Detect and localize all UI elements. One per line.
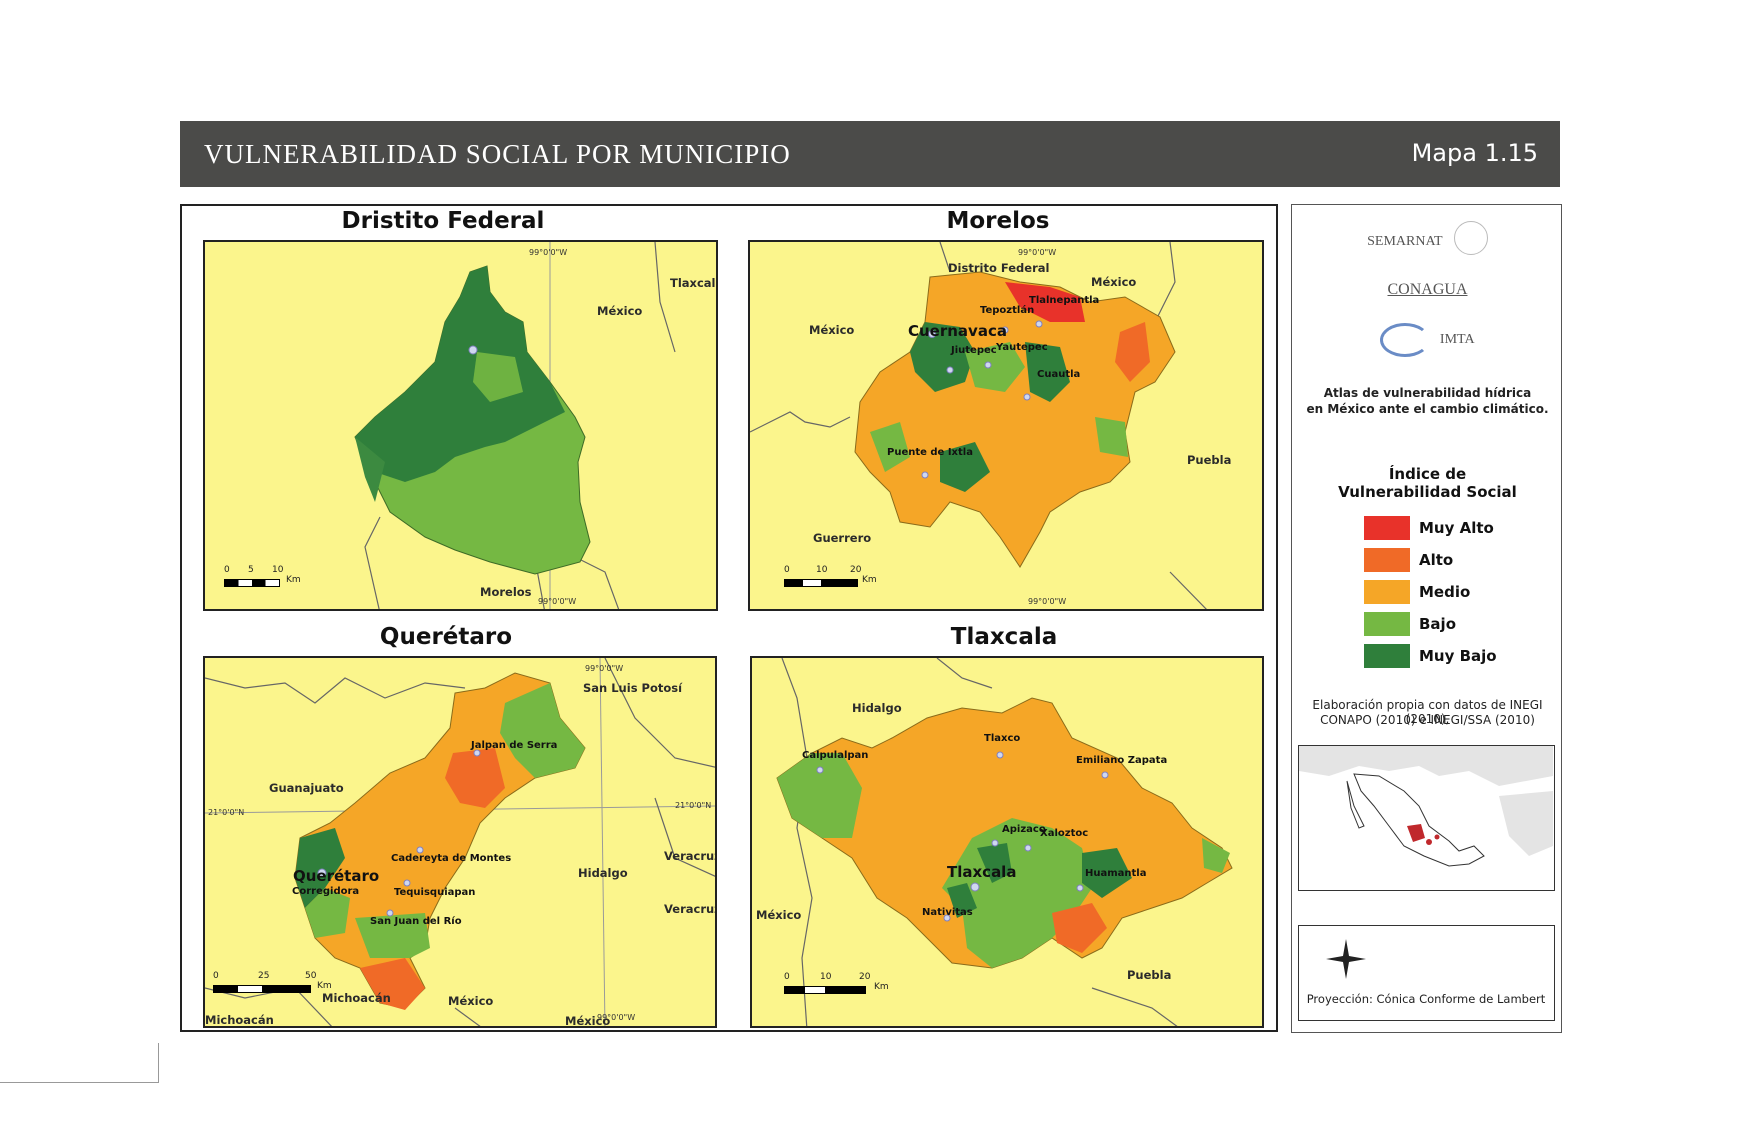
panel-title-queretaro: Querétaro <box>379 624 513 650</box>
label-slp: San Luis Potosí <box>583 681 683 695</box>
label-mexico-ne: México <box>1091 275 1137 289</box>
label-tlaxcala: Tlaxcala <box>670 276 718 290</box>
label-michoacan-2: Michoacán <box>205 1013 274 1027</box>
label-mexico-2: México <box>565 1014 611 1028</box>
source-line2: CONAPO (2010) e INEGI/SSA (2010) <box>1320 713 1535 727</box>
panel-title-morelos: Morelos <box>946 208 1050 234</box>
panel-title-df: Dristito Federal <box>341 208 545 234</box>
city-nativitas: Nativitas <box>922 907 973 918</box>
queretaro-map-shape <box>205 658 715 1026</box>
city-san-juan-del-rio: San Juan del Río <box>370 916 462 927</box>
seal-icon <box>1453 221 1488 255</box>
coord-bottom: 99°0'0"W <box>1028 597 1067 606</box>
legend-swatch <box>1364 580 1410 604</box>
label-mexico: México <box>756 908 802 922</box>
city-queretaro: Querétaro <box>293 867 380 885</box>
legend-label: Muy Bajo <box>1419 647 1497 665</box>
legend-swatch <box>1364 612 1410 636</box>
coord-right: 21°0'0"N <box>675 801 712 810</box>
label-hidalgo: Hidalgo <box>852 701 902 715</box>
mexico-locator-shape <box>1299 746 1553 889</box>
label-veracruz-1: Veracruz <box>664 849 717 863</box>
atlas-title-line1: Atlas de vulnerabilidad hídrica <box>1323 386 1532 400</box>
city-apizaco: Apizaco <box>1002 824 1046 835</box>
city-cuernavaca: Cuernavaca <box>908 322 1007 340</box>
coord-bottom: 99°0'0"W <box>597 1013 636 1022</box>
coord-top: 99°0'0"W <box>585 664 624 673</box>
label-mexico: México <box>597 304 643 318</box>
label-df: Distrito Federal <box>948 261 1050 275</box>
source-line1: Elaboración propia con datos de INEGI (2… <box>1312 698 1543 726</box>
legend-title-line2: Vulnerabilidad Social <box>1338 483 1517 501</box>
logo-conagua: CONAGUA <box>1387 281 1468 298</box>
crop-mark <box>158 1043 159 1083</box>
atlas-title-line2: en México ante el cambio climático. <box>1306 402 1549 416</box>
coord-left: 21°0'0"N <box>208 808 245 817</box>
legend-sidebar: SEMARNAT CONAGUA IMTA Atlas de vulnerabi… <box>1291 204 1562 1033</box>
legend-swatch <box>1364 548 1410 572</box>
city-jiutepec: Jiutepec <box>951 345 997 356</box>
city-tlaxcala: Tlaxcala <box>947 863 1017 881</box>
city-tepoztlan: Tepoztlán <box>980 305 1035 316</box>
city-calpulalpan: Calpulalpan <box>802 750 869 761</box>
label-hidalgo: Hidalgo <box>578 866 628 880</box>
legend-label: Muy Alto <box>1419 519 1494 537</box>
map-number: Mapa 1.15 <box>1411 139 1538 167</box>
city-tlaxco: Tlaxco <box>984 733 1021 744</box>
label-morelos: Morelos <box>480 585 532 599</box>
map-morelos: Distrito Federal México México Puebla Gu… <box>748 240 1264 611</box>
label-veracruz-2: Veracruz <box>664 902 717 916</box>
wave-icon <box>1380 323 1431 357</box>
header-banner: VULNERABILIDAD SOCIAL POR MUNICIPIO Mapa… <box>180 121 1560 187</box>
legend-swatch <box>1364 516 1410 540</box>
locator-inset-map <box>1298 745 1555 891</box>
maps-frame: Dristito Federal Tlaxcala México Morelos… <box>180 204 1278 1032</box>
north-arrow-icon <box>1326 939 1366 979</box>
logo-imta: IMTA <box>1292 323 1563 357</box>
legend-label: Alto <box>1419 551 1454 569</box>
tlaxcala-map-shape <box>776 658 1233 1026</box>
map-title: VULNERABILIDAD SOCIAL POR MUNICIPIO <box>204 139 791 169</box>
legend-label: Medio <box>1419 583 1471 601</box>
label-mexico-w: México <box>809 323 855 337</box>
legend-title-line1: Índice de <box>1388 465 1467 483</box>
city-huamantla: Huamantla <box>1085 868 1147 879</box>
coord-bottom: 99°0'0"W <box>538 597 577 606</box>
city-puente-de-ixtla: Puente de Ixtla <box>887 447 973 458</box>
projection-text: Proyección: Cónica Conforme de Lambert <box>1306 992 1546 1006</box>
city-xaloztoc: Xaloztoc <box>1040 828 1089 839</box>
label-puebla: Puebla <box>1127 968 1172 982</box>
map-tlaxcala: Hidalgo México Puebla Calpulalpan Tlaxco… <box>750 656 1264 1028</box>
label-guerrero: Guerrero <box>813 531 872 545</box>
legend-swatch <box>1364 644 1410 668</box>
coord-top: 99°0'0"W <box>1018 248 1057 257</box>
label-michoacan-1: Michoacán <box>322 991 391 1005</box>
projection-box: Proyección: Cónica Conforme de Lambert <box>1298 925 1555 1021</box>
city-cuautla: Cuautla <box>1037 369 1081 380</box>
legend-label: Bajo <box>1419 615 1457 633</box>
crop-mark <box>0 1082 158 1083</box>
map-queretaro: San Luis Potosí Guanajuato Hidalgo Verac… <box>203 656 717 1028</box>
label-mexico-1: México <box>448 994 494 1008</box>
logo-semarnat: SEMARNAT <box>1292 221 1563 259</box>
city-corregidora: Corregidora <box>292 886 360 897</box>
city-tequisquiapan: Tequisquiapan <box>394 887 476 898</box>
label-puebla: Puebla <box>1187 453 1232 467</box>
city-tlalnepantla: Tlalnepantla <box>1029 295 1100 306</box>
city-yautepec: Yautepec <box>996 342 1048 353</box>
city-cadereyta: Cadereyta de Montes <box>391 853 512 864</box>
label-guanajuato: Guanajuato <box>269 781 344 795</box>
panel-title-tlaxcala: Tlaxcala <box>950 624 1058 650</box>
df-map-shape <box>354 242 676 609</box>
morelos-map-shape <box>750 242 1207 609</box>
coord-top: 99°0'0"W <box>529 248 568 257</box>
map-df: Tlaxcala México Morelos 99°0'0"W 99°0'0"… <box>203 240 718 611</box>
city-emiliano-zapata: Emiliano Zapata <box>1076 755 1168 766</box>
city-jalpan: Jalpan de Serra <box>471 740 558 751</box>
